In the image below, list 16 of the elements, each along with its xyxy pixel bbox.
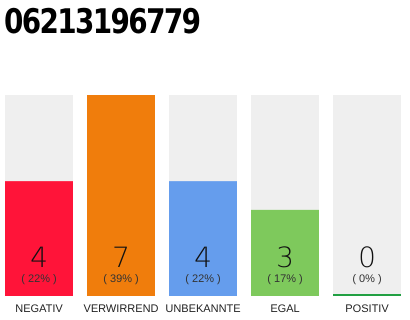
annotation: ( 39% ) [103,273,139,285]
x-tick-label: VERWIRREND [84,302,159,315]
x-tick-label: NEGATIV [15,302,64,315]
x-tick-label: POSITIV [345,302,390,315]
annotation: ( 22% ) [21,273,57,285]
x-tick-label: EGAL [270,302,300,315]
x-tick-label: UNBEKANNTE [165,302,241,315]
data-label: 4 [194,241,212,274]
annotation: ( 17% ) [267,273,303,285]
chart-title: 06213196779 [4,1,200,44]
annotation: ( 0% ) [352,273,382,285]
annotation: ( 22% ) [185,273,221,285]
data-label: 0 [358,241,376,274]
data-label: 3 [276,241,294,274]
data-label: 7 [112,241,130,274]
data-label: 4 [30,241,48,274]
